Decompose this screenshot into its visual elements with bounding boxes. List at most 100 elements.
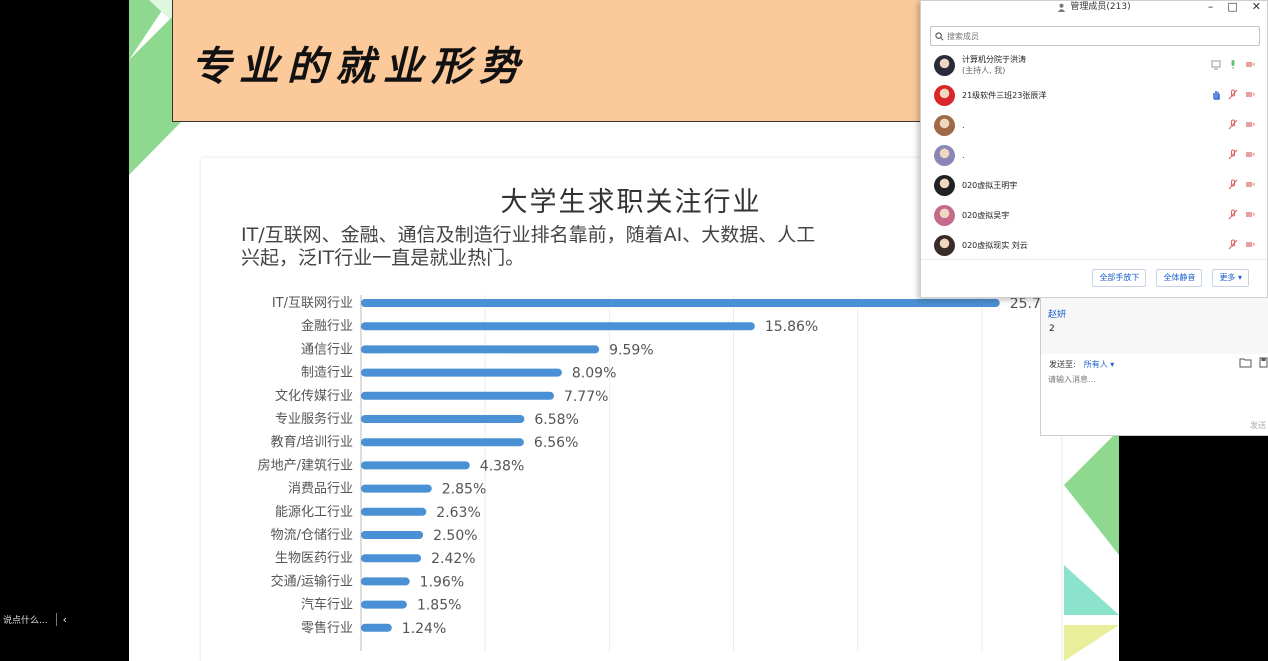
bar [361,299,1000,307]
say-something-input[interactable]: 说点什么... [3,615,48,626]
avatar [934,144,955,166]
category-label: IT/互联网行业 [272,296,353,311]
value-label: 8.09% [572,366,616,382]
screen-share-icon[interactable] [1211,59,1221,70]
member-row[interactable]: 020虚拟王明宇 [921,170,1267,200]
camera-off-icon[interactable] [1245,149,1255,160]
member-text: 020虚拟王明宇 [962,180,1017,191]
member-name: 21级软件三班23张辰洋 [962,90,1047,100]
send-button[interactable]: 发送 [1250,421,1266,430]
more-button[interactable]: 更多 ▾ [1212,269,1249,287]
member-controls [1228,209,1255,220]
raised-hand-icon[interactable] [1211,89,1221,100]
bar [361,577,410,586]
camera-off-icon[interactable] [1245,239,1255,250]
category-label: 专业服务行业 [275,411,353,427]
panel-title: 管理成员(213) [1070,2,1131,12]
chevron-left-icon[interactable]: ‹ [55,612,73,626]
category-label: 零售行业 [301,620,353,636]
chat-input[interactable] [1048,375,1258,384]
value-label: 1.24% [402,621,446,637]
member-controls [1211,59,1255,70]
bar [361,484,432,493]
member-row[interactable]: . [921,110,1267,140]
avatar [934,204,955,226]
bar [361,345,600,354]
title-banner: 专业的就业形势 [172,0,972,122]
member-row[interactable]: 020虚拟吴宇 [921,200,1267,230]
value-label: 2.42% [431,551,475,567]
member-controls [1211,89,1255,100]
member-controls [1228,239,1255,250]
microphone-muted-icon[interactable] [1228,239,1238,250]
bar [361,531,424,539]
microphone-icon[interactable] [1228,59,1238,70]
panel-header: 管理成员(213) – □ ✕ [921,1,1267,15]
microphone-muted-icon[interactable] [1228,89,1238,100]
avatar [934,234,955,256]
member-search[interactable] [930,26,1260,46]
member-row[interactable]: 21级软件三班23张辰洋 [921,80,1267,110]
value-label: 1.85% [417,598,461,614]
camera-off-icon[interactable] [1245,119,1255,130]
value-label: 6.58% [534,412,578,428]
member-name: 020虚拟吴宇 [962,210,1010,220]
member-text: 计算机分院于洪涛 (主持人, 我) [962,54,1026,76]
chat-tools [1239,357,1268,368]
slide-title: 专业的就业形势 [191,43,527,90]
chart-title: 大学生求职关注行业 [500,187,762,218]
category-label: 汽车行业 [301,597,353,613]
avatar [934,114,955,136]
member-controls [1228,119,1255,130]
value-label: 7.77% [564,389,608,405]
member-row[interactable]: . [921,140,1267,170]
member-name: 计算机分院于洪涛 [962,55,1026,64]
send-to-label: 发送至: [1049,360,1076,369]
bar [361,507,427,516]
category-label: 金融行业 [301,318,353,334]
microphone-muted-icon[interactable] [1228,119,1238,130]
user-icon [1058,3,1066,12]
microphone-muted-icon[interactable] [1228,179,1238,190]
member-name: 020虚拟现实 刘云 [962,240,1028,250]
mute-all-button[interactable]: 全体静音 [1156,269,1203,287]
member-text: 21级软件三班23张辰洋 [962,90,1046,101]
chart-subtitle: IT/互联网、金融、通信及制造行业排名靠前，随着AI、大数据、人工 兴起，泛IT… [241,224,941,270]
send-to-dropdown[interactable]: 所有人 ▾ [1083,360,1115,369]
folder-icon[interactable] [1239,357,1253,368]
bar-chart: 大学生求职关注行业 IT/互联网、金融、通信及制造行业排名靠前，随着AI、大数据… [201,158,1061,661]
search-input[interactable] [947,31,1247,41]
category-label: 物流/仓储行业 [271,528,353,543]
panel-footer: 全部手放下 全体静音 更多 ▾ [1092,269,1249,287]
category-label: 通信行业 [301,342,353,357]
bottom-left-bar: 说点什么... ‹ [0,609,73,629]
chat-panel: 赵妍 2 发送至: 所有人 ▾ 发送 [1040,298,1268,436]
member-row[interactable]: 020虚拟现实 刘云 [921,230,1267,260]
minimize-button[interactable]: – [1207,0,1214,13]
member-row[interactable]: 计算机分院于洪涛 (主持人, 我) [921,50,1267,80]
member-text: 020虚拟吴宇 [962,210,1009,221]
member-name: . [962,120,965,130]
member-text: 020虚拟现实 刘云 [962,240,1028,251]
maximize-button[interactable]: □ [1227,0,1238,13]
chat-message: 2 [1049,324,1055,334]
microphone-muted-icon[interactable] [1228,209,1238,220]
camera-off-icon[interactable] [1245,179,1255,190]
save-icon[interactable] [1259,357,1268,368]
camera-off-icon[interactable] [1245,59,1255,70]
category-label: 制造行业 [301,366,353,381]
bar [361,391,554,400]
close-button[interactable]: ✕ [1251,0,1261,13]
member-controls [1228,149,1255,160]
value-label: 2.63% [436,505,480,521]
bar [361,554,422,563]
value-label: 1.96% [420,574,464,590]
microphone-muted-icon[interactable] [1228,149,1238,160]
camera-off-icon[interactable] [1245,209,1255,220]
value-label: 9.59% [609,342,653,358]
lower-all-hands-button[interactable]: 全部手放下 [1092,269,1147,287]
bar [361,600,407,609]
camera-off-icon[interactable] [1245,89,1255,100]
chart-subtitle-line-1: IT/互联网、金融、通信及制造行业排名靠前，随着AI、大数据、人工 [241,224,816,246]
category-label: 房地产/建筑行业 [258,457,353,473]
